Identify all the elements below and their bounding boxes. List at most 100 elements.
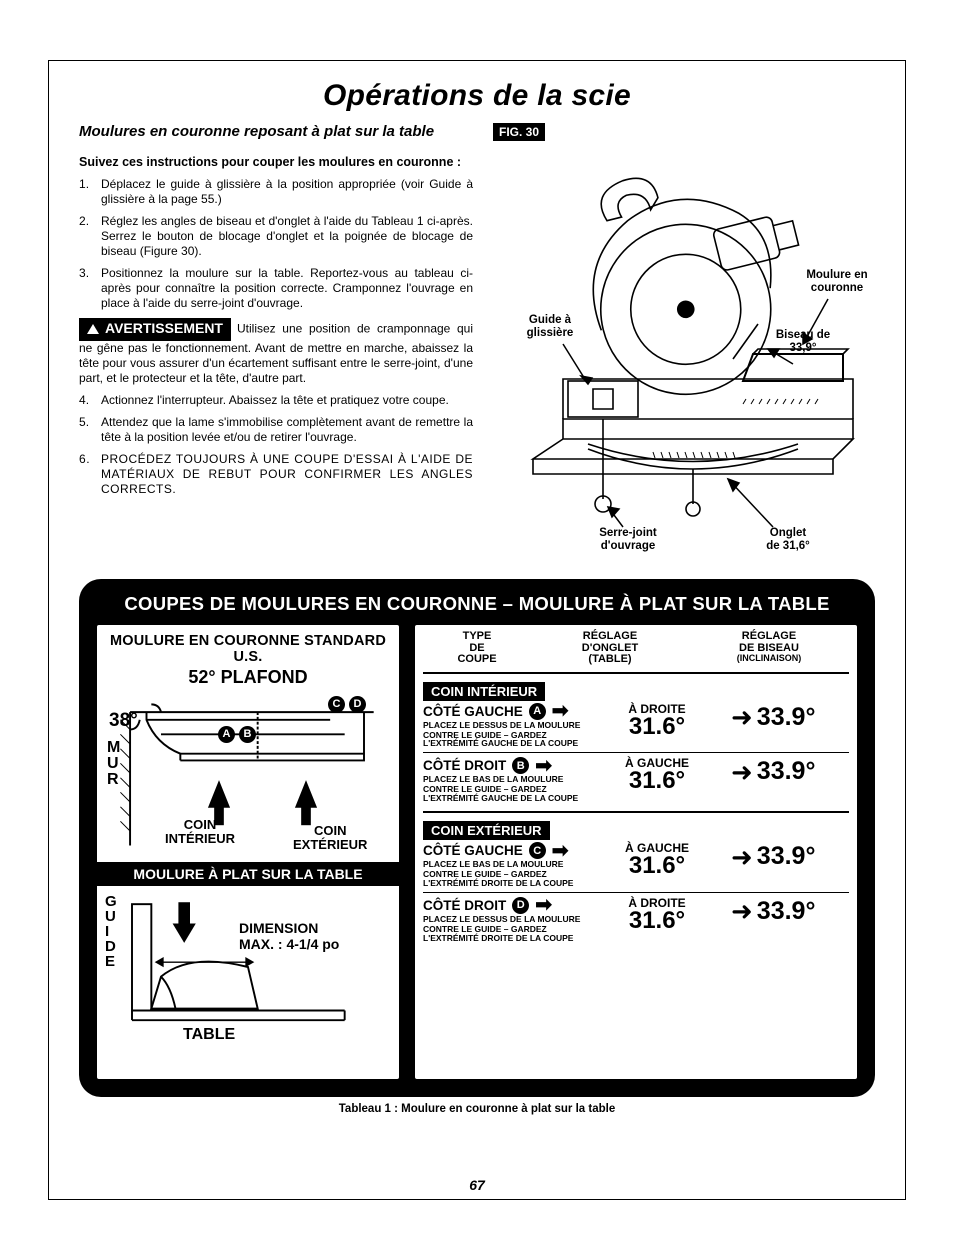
- inner-corner-label: COININTÉRIEUR: [165, 818, 235, 845]
- row-d-badge: D: [512, 897, 529, 914]
- fig-cap-onglet: Ongletde 31,6°: [748, 527, 828, 552]
- right-column: FIG. 30: [493, 123, 875, 559]
- header-bevel: RÉGLAGEDE BISEAU(INCLINAISON): [689, 631, 849, 666]
- page-number: 67: [49, 1177, 905, 1193]
- row-b-right: ➜ 33.9°: [731, 757, 849, 786]
- header-miter: RÉGLAGED'ONGLET(TABLE): [535, 631, 685, 666]
- outer-corner-label: COINEXTÉRIEUR: [293, 824, 367, 851]
- label-exterior: COIN EXTÉRIEUR: [423, 821, 550, 840]
- panel-right-headers: TYPEDECOUPE RÉGLAGED'ONGLET(TABLE) RÉGLA…: [423, 631, 849, 666]
- row-a-miter: 31.6°: [587, 715, 727, 739]
- panel-left-diagram: 38° MUR A B C D COININTÉRIEUR COINEXTÉRI…: [103, 688, 393, 858]
- dimension-label: DIMENSIONMAX. : 4-1/4 po: [239, 920, 339, 952]
- row-b-bevel: 33.9°: [757, 757, 816, 786]
- row-d: CÔTÉ DROIT D ➡ PLACEZ LE DESSUS DE LA MO…: [423, 897, 849, 945]
- warning-label: AVERTISSEMENT: [105, 320, 223, 336]
- row-c-mid: À GAUCHE 31.6°: [587, 842, 727, 878]
- panel-title: COUPES DE MOULURES EN COURONNE – MOULURE…: [97, 593, 857, 615]
- instruction-list-2: Actionnez l'interrupteur. Abaissez la tê…: [79, 393, 473, 497]
- section-interior: COIN INTÉRIEUR CÔTÉ GAUCHE A ➡ PLACEZ LE…: [423, 682, 849, 806]
- row-b-badge: B: [512, 757, 529, 774]
- row-c-note2: CONTRE LE GUIDE – GARDEZ L'EXTRÉMITÉ DRO…: [423, 870, 583, 888]
- section-divider: [423, 811, 849, 813]
- row-a-mid: À DROITE 31.6°: [587, 703, 727, 739]
- ceiling-label: PLAFOND: [221, 667, 308, 687]
- row-c-note1: PLACEZ LE BAS DE LA MOULURE: [423, 860, 583, 869]
- lead-text: Suivez ces instructions pour couper les …: [79, 155, 473, 169]
- panel-body: MOULURE EN COURONNE STANDARD U.S. 52° PL…: [97, 625, 857, 1079]
- warning-triangle-icon: [87, 324, 99, 334]
- row-c-side-text: CÔTÉ GAUCHE: [423, 843, 523, 858]
- wall-angle: 38°: [109, 710, 138, 732]
- badge-d: D: [349, 696, 366, 713]
- fig-cap-guide: Guide àglissière: [515, 314, 585, 339]
- row-b-note2: CONTRE LE GUIDE – GARDEZ L'EXTRÉMITÉ GAU…: [423, 785, 583, 803]
- ceiling-angle: 52°: [188, 667, 215, 687]
- row-d-note2: CONTRE LE GUIDE – GARDEZ L'EXTRÉMITÉ DRO…: [423, 925, 583, 943]
- wall-letters: MUR: [107, 740, 121, 788]
- step-6: PROCÉDEZ TOUJOURS À UNE COUPE D'ESSAI À …: [101, 452, 473, 497]
- row-c-left: CÔTÉ GAUCHE C ➡ PLACEZ LE BAS DE LA MOUL…: [423, 842, 583, 888]
- label-interior: COIN INTÉRIEUR: [423, 682, 545, 701]
- panel-left-lower: GUIDE: [103, 892, 393, 1042]
- panel-left-ceiling: 52° PLAFOND: [103, 667, 393, 688]
- step-3: Positionnez la moulure sur la table. Rep…: [101, 266, 473, 311]
- warning-badge: AVERTISSEMENT: [79, 318, 231, 341]
- badge-b: B: [239, 726, 256, 743]
- row-a-side: CÔTÉ GAUCHE A ➡: [423, 703, 583, 720]
- row-b-side: CÔTÉ DROIT B ➡: [423, 757, 583, 774]
- row-d-bevel: 33.9°: [757, 897, 816, 926]
- left-column: Moulures en couronne reposant à plat sur…: [79, 123, 473, 559]
- row-b: CÔTÉ DROIT B ➡ PLACEZ LE BAS DE LA MOULU…: [423, 757, 849, 805]
- header-type: TYPEDECOUPE: [423, 631, 531, 666]
- row-b-note1: PLACEZ LE BAS DE LA MOULURE: [423, 775, 583, 784]
- fig-cap-serre: Serre-jointd'ouvrage: [583, 527, 673, 552]
- row-a-note2: CONTRE LE GUIDE – GARDEZ L'EXTRÉMITÉ GAU…: [423, 731, 583, 749]
- badge-d-pos: D: [349, 694, 366, 713]
- flat-on-table-svg: [103, 892, 393, 1042]
- row-b-side-text: CÔTÉ DROIT: [423, 758, 506, 773]
- row-c-right: ➜ 33.9°: [731, 842, 849, 871]
- row-c-side: CÔTÉ GAUCHE C ➡: [423, 842, 583, 859]
- row-d-right: ➜ 33.9°: [731, 897, 849, 926]
- fig-cap-moulure: Moulure encouronne: [797, 269, 877, 294]
- step-2: Réglez les angles de biseau et d'onglet …: [101, 214, 473, 259]
- figure-30-illustration: Guide àglissière Moulure encouronne Bise…: [493, 149, 873, 559]
- row-divider: [423, 752, 849, 753]
- panel-left-card: MOULURE EN COURONNE STANDARD U.S. 52° PL…: [97, 625, 399, 1079]
- row-a: CÔTÉ GAUCHE A ➡ PLACEZ LE DESSUS DE LA M…: [423, 703, 849, 751]
- row-a-left: CÔTÉ GAUCHE A ➡ PLACEZ LE DESSUS DE LA M…: [423, 703, 583, 749]
- fig-cap-biseau: Biseau de33,9°: [763, 329, 843, 354]
- row-b-miter: 31.6°: [587, 769, 727, 793]
- instruction-list: Déplacez le guide à glissière à la posit…: [79, 177, 473, 311]
- row-a-bevel: 33.9°: [757, 703, 816, 732]
- row-c-badge: C: [529, 842, 546, 859]
- panel-caption: Tableau 1 : Moulure en couronne à plat s…: [79, 1103, 875, 1115]
- row-a-badge: A: [529, 703, 546, 720]
- section-subhead: Moulures en couronne reposant à plat sur…: [79, 123, 473, 141]
- row-d-side-text: CÔTÉ DROIT: [423, 898, 506, 913]
- row-d-side: CÔTÉ DROIT D ➡: [423, 897, 583, 914]
- badge-a: A: [218, 726, 235, 743]
- row-c-bevel: 33.9°: [757, 842, 816, 871]
- page-title: Opérations de la scie: [79, 79, 875, 113]
- row-c: CÔTÉ GAUCHE C ➡ PLACEZ LE BAS DE LA MOUL…: [423, 842, 849, 890]
- row-d-note1: PLACEZ LE DESSUS DE LA MOULURE: [423, 915, 583, 924]
- two-column-layout: Moulures en couronne reposant à plat sur…: [79, 123, 875, 559]
- header-divider: [423, 672, 849, 674]
- step-4: Actionnez l'interrupteur. Abaissez la tê…: [101, 393, 473, 408]
- badge-b-pos: B: [239, 724, 256, 743]
- badge-c-pos: C: [328, 694, 345, 713]
- panel-left-head: MOULURE EN COURONNE STANDARD U.S.: [103, 633, 393, 665]
- row-d-mid: À DROITE 31.6°: [587, 897, 727, 933]
- row-a-side-text: CÔTÉ GAUCHE: [423, 704, 523, 719]
- badge-a-pos: A: [218, 724, 235, 743]
- table-label: TABLE: [183, 1026, 235, 1044]
- row-c-miter: 31.6°: [587, 854, 727, 878]
- warning-block: AVERTISSEMENTUtilisez une position de cr…: [79, 318, 473, 386]
- section-exterior: COIN EXTÉRIEUR CÔTÉ GAUCHE C ➡ PLACEZ LE…: [423, 821, 849, 945]
- page-frame: Opérations de la scie Moulures en couron…: [48, 60, 906, 1200]
- row-b-left: CÔTÉ DROIT B ➡ PLACEZ LE BAS DE LA MOULU…: [423, 757, 583, 803]
- header-bevel-small: (INCLINAISON): [689, 654, 849, 663]
- badge-c: C: [328, 696, 345, 713]
